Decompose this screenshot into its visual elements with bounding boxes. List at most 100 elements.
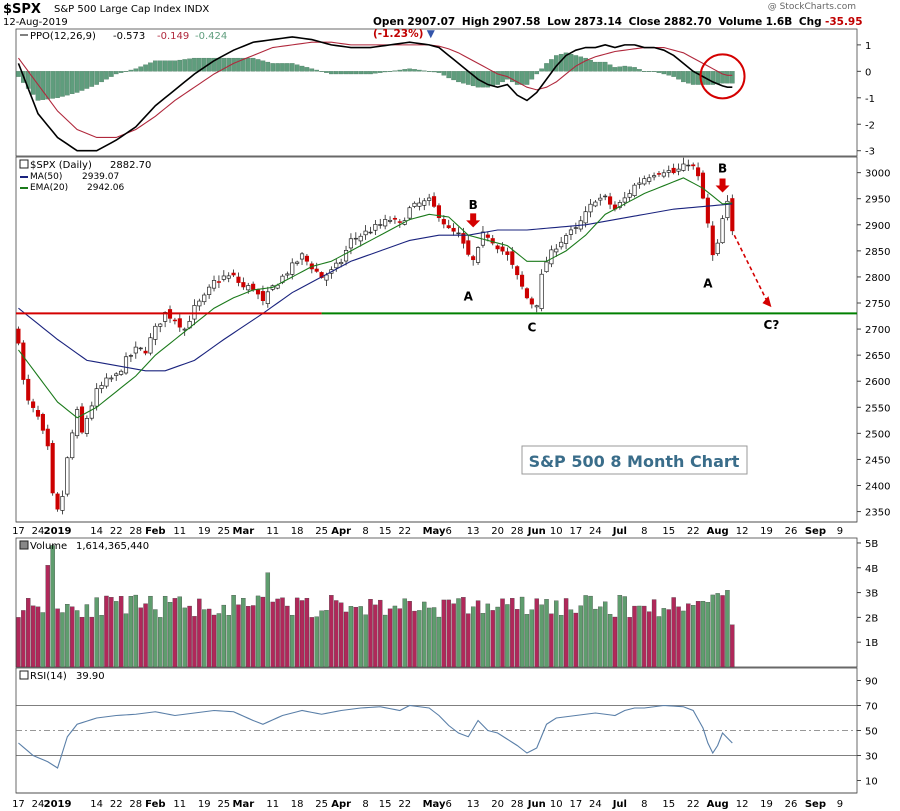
- volume-bar: [490, 610, 495, 668]
- volume-bar: [30, 605, 36, 668]
- ppo-histogram-bar: [16, 71, 21, 77]
- ppo-histogram-bar: [373, 71, 378, 74]
- volume-bar: [554, 600, 559, 668]
- volume-bar: [500, 598, 505, 668]
- candle-body: [700, 172, 706, 199]
- x-axis-label: Jul: [612, 526, 627, 537]
- candle-body: [593, 201, 598, 207]
- volume-bar: [55, 608, 60, 668]
- x-axis-label: 24: [32, 526, 45, 537]
- ppo-histogram-bar: [407, 68, 412, 72]
- vol-ytick-label: 1B: [865, 638, 878, 649]
- x-axis-label: 12: [736, 799, 749, 810]
- volume-bar: [544, 599, 549, 668]
- ppo-histogram-bar: [299, 65, 305, 72]
- x-axis-label: May: [423, 526, 446, 537]
- watermark: @ StockCharts.com: [767, 2, 856, 12]
- ppo-ytick-label: -3: [865, 147, 875, 158]
- candle-body: [431, 196, 437, 207]
- candle-body: [348, 238, 353, 249]
- x-axis-label: 11: [173, 799, 186, 810]
- candle-body: [79, 406, 85, 433]
- candle-body: [456, 232, 461, 235]
- ppo-histogram-bar: [495, 71, 500, 85]
- x-axis-label: 24: [589, 799, 602, 810]
- candle-body: [114, 373, 119, 376]
- price-ytick-label: 2450: [865, 455, 890, 466]
- ppo-histogram-bar: [421, 70, 427, 72]
- volume-bar: [265, 572, 271, 668]
- candle-body: [265, 291, 270, 304]
- x-axis-label: 13: [467, 526, 480, 537]
- volume-bar: [250, 605, 256, 668]
- red-down-arrow-icon: [466, 213, 481, 228]
- ppo-histogram-bar: [509, 71, 515, 83]
- candle-body: [241, 282, 246, 288]
- ppo-histogram-bar: [35, 71, 41, 101]
- volume-bar: [485, 603, 491, 668]
- candle-body: [353, 237, 358, 240]
- candle-body: [378, 224, 383, 226]
- ppo-histogram-bar: [431, 71, 437, 73]
- volume-bar: [656, 616, 662, 668]
- ppo-histogram-bar: [89, 71, 95, 87]
- x-axis-label: 25: [315, 799, 328, 810]
- x-axis-label: 22: [110, 526, 123, 537]
- close-label: Close: [628, 16, 661, 28]
- candle-body: [392, 217, 398, 220]
- volume-bar: [695, 601, 701, 668]
- x-axis-label: 20: [491, 799, 504, 810]
- price-ytick-label: 2800: [865, 273, 890, 284]
- volume-bar: [26, 598, 31, 668]
- volume-bar: [583, 595, 588, 668]
- annotation-label: B: [718, 162, 727, 176]
- projection-arrowhead-icon: [762, 296, 772, 308]
- candle-body: [608, 196, 613, 205]
- ppo-histogram-bar: [690, 71, 696, 85]
- candle-body: [285, 273, 290, 276]
- volume-bar: [16, 617, 21, 668]
- ppo-histogram-bar: [397, 69, 403, 72]
- ppo-histogram-bar: [529, 71, 535, 80]
- ppo-histogram-bar: [309, 68, 315, 72]
- volume-bar: [182, 607, 187, 668]
- volume-bar: [143, 603, 148, 668]
- x-axis-label: 25: [217, 799, 230, 810]
- rsi-ytick-label: 70: [865, 702, 878, 713]
- x-axis-label: 19: [760, 799, 773, 810]
- x-axis-label: 14: [90, 799, 103, 810]
- ppo-histogram-bar: [109, 71, 114, 77]
- candle-body: [387, 219, 393, 222]
- candle-body: [119, 370, 124, 375]
- volume-bar: [270, 601, 275, 668]
- volume-bar: [128, 596, 134, 668]
- candle-body: [339, 262, 344, 265]
- volume-bar: [211, 614, 217, 668]
- volume-bar: [632, 605, 637, 668]
- volume-bar: [255, 595, 261, 668]
- volume-bar: [94, 597, 99, 668]
- x-axis-label: 15: [379, 526, 392, 537]
- ema20-line: [18, 177, 733, 419]
- price-ytick-label: 2950: [865, 195, 890, 206]
- ppo-histogram-bar: [392, 70, 398, 72]
- x-axis-label: 28: [129, 799, 142, 810]
- x-axis-label: 17: [12, 799, 25, 810]
- volume-bar: [50, 545, 55, 668]
- volume-bar: [118, 596, 124, 668]
- candle-body: [632, 184, 637, 197]
- ppo-histogram-bar: [436, 71, 442, 73]
- ppo-histogram-bar: [157, 60, 163, 72]
- ppo-legend-label: PPO(12,26,9): [30, 31, 96, 42]
- candle-body: [730, 198, 735, 232]
- annotation-label: C: [527, 321, 536, 335]
- candle-body: [568, 229, 574, 235]
- volume-bar: [294, 597, 300, 668]
- candle-body: [681, 163, 686, 171]
- ppo-histogram-bar: [470, 71, 476, 87]
- volume-bar: [338, 602, 344, 668]
- caret-down-icon[interactable]: ▼: [426, 28, 435, 40]
- candle-body: [642, 178, 647, 185]
- volume-bar: [319, 610, 324, 668]
- ppo-histogram-bar: [79, 71, 85, 91]
